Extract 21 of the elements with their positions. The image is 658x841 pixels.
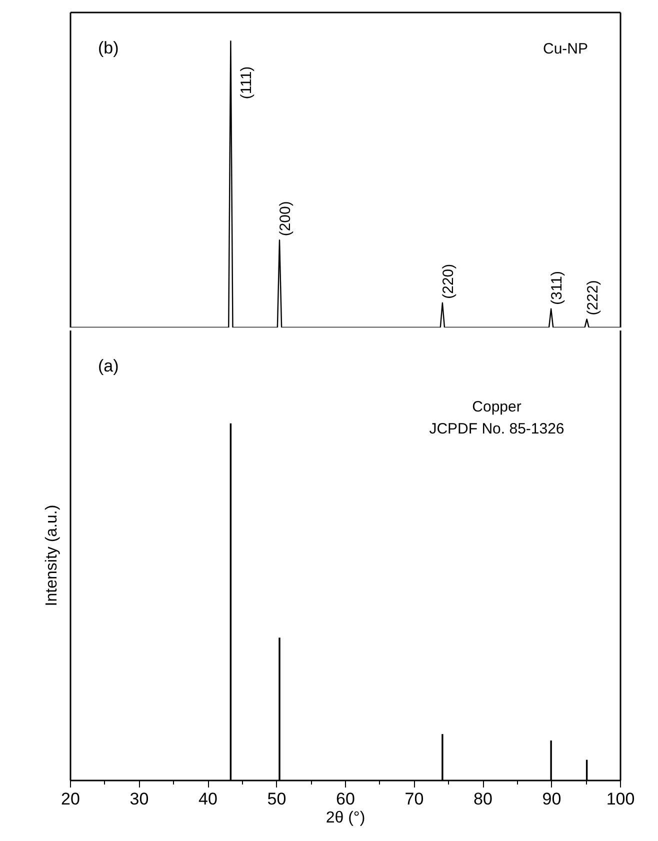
x-tick-label: 50 xyxy=(267,790,286,808)
x-tick-label: 70 xyxy=(404,790,424,808)
annotation: (220) xyxy=(440,264,457,299)
x-tick-label: 90 xyxy=(542,790,562,808)
annotation: Cu-NP xyxy=(542,40,588,58)
x-tick-label: 60 xyxy=(336,790,355,808)
text: Copper xyxy=(472,398,522,416)
x-tick-label: 30 xyxy=(130,790,149,808)
x-tick-label: 40 xyxy=(198,790,218,808)
annotation: (b) xyxy=(98,38,119,58)
annotation: (111) xyxy=(238,66,256,100)
x-axis-title: 2θ (°) xyxy=(326,810,366,826)
annotation: (200) xyxy=(277,201,294,236)
text: (a) xyxy=(98,356,119,376)
annotation: (311) xyxy=(548,270,566,305)
x-tick-label: 20 xyxy=(61,790,80,808)
x-tick-label: 100 xyxy=(606,790,635,808)
annotation: JCPDF No. 85-1326 xyxy=(429,420,564,438)
x-tick-label: 80 xyxy=(474,790,492,808)
annotation: (222) xyxy=(584,280,602,316)
y-axis-title: Intensity (a.u.) xyxy=(44,504,60,606)
